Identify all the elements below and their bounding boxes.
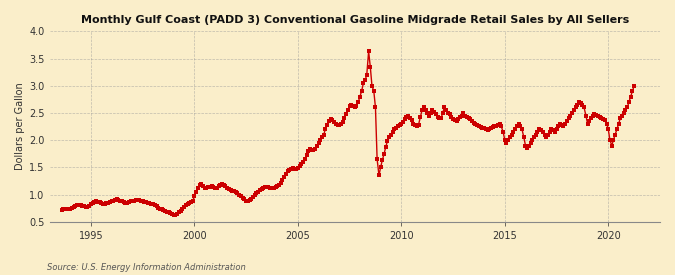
Y-axis label: Dollars per Gallon: Dollars per Gallon — [15, 83, 25, 170]
Title: Monthly Gulf Coast (PADD 3) Conventional Gasoline Midgrade Retail Sales by All S: Monthly Gulf Coast (PADD 3) Conventional… — [80, 15, 629, 25]
Text: Source: U.S. Energy Information Administration: Source: U.S. Energy Information Administ… — [47, 263, 246, 272]
